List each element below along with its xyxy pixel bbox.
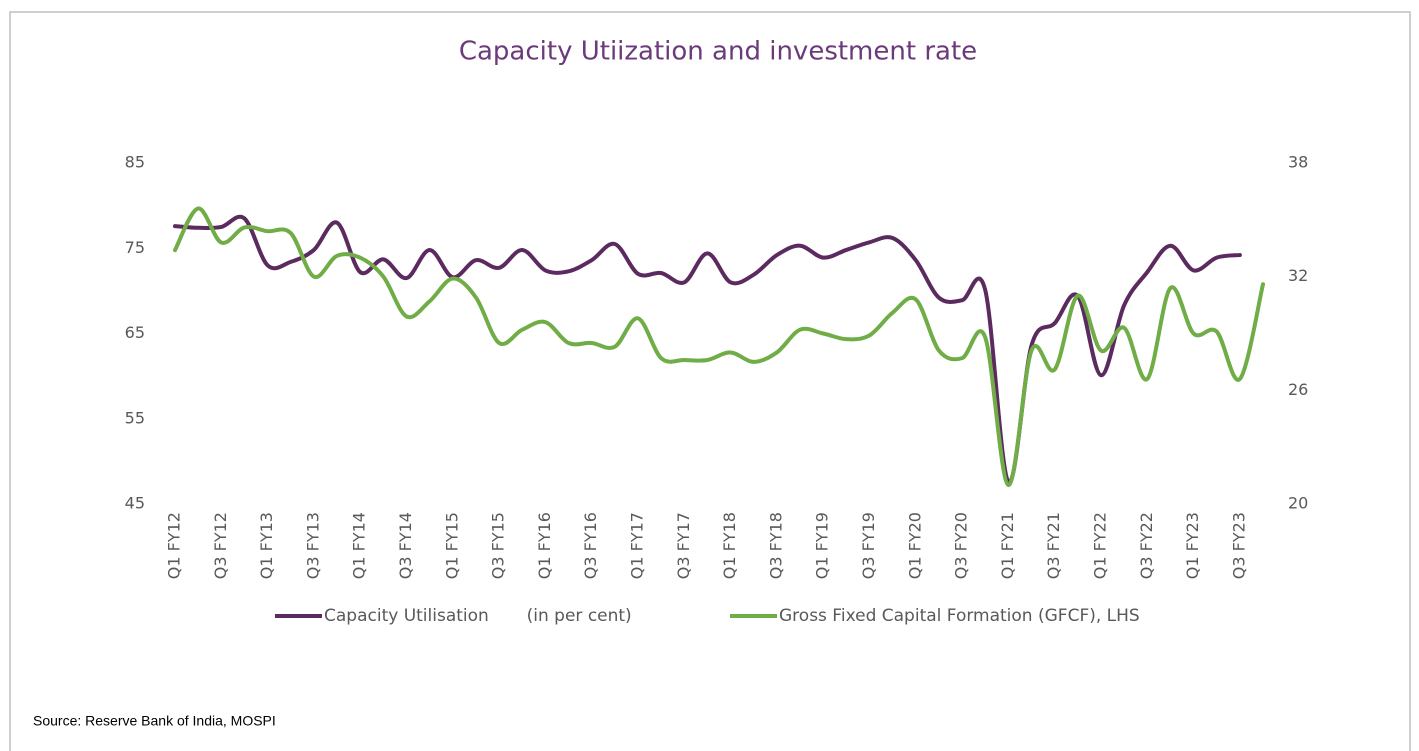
x-tick-label: Q1 FY18 bbox=[720, 512, 739, 579]
y2-tick-label: 32 bbox=[1288, 266, 1308, 285]
x-tick-label: Q1 FY14 bbox=[350, 512, 369, 579]
x-tick-label: Q3 FY17 bbox=[674, 512, 693, 579]
series-line bbox=[173, 206, 1265, 488]
legend-label: Capacity Utilisation (in per cent) bbox=[324, 606, 632, 626]
y-tick-label: 75 bbox=[125, 238, 145, 257]
x-tick-label: Q1 FY20 bbox=[905, 512, 924, 579]
series-line bbox=[173, 214, 1242, 484]
y2-tick-label: 38 bbox=[1288, 153, 1308, 172]
y-tick-label: 85 bbox=[125, 153, 145, 172]
x-tick-label: Q3 FY14 bbox=[396, 512, 415, 579]
x-tick-label: Q3 FY20 bbox=[952, 512, 971, 579]
x-tick-label: Q1 FY16 bbox=[535, 512, 554, 579]
x-tick-label: Q3 FY16 bbox=[581, 512, 600, 579]
source-note: Source: Reserve Bank of India, MOSPI bbox=[33, 713, 276, 729]
x-tick-label: Q1 FY21 bbox=[998, 512, 1017, 579]
chart-frame bbox=[9, 11, 1411, 751]
x-tick-label: Q1 FY23 bbox=[1183, 512, 1202, 579]
x-tick-label: Q1 FY19 bbox=[813, 512, 832, 579]
x-tick-label: Q1 FY12 bbox=[165, 512, 184, 579]
y-tick-label: 65 bbox=[125, 323, 145, 342]
x-tick-label: Q3 FY21 bbox=[1044, 512, 1063, 579]
x-tick-label: Q1 FY22 bbox=[1090, 512, 1109, 579]
x-tick-label: Q3 FY22 bbox=[1137, 512, 1156, 579]
x-tick-label: Q1 FY13 bbox=[257, 512, 276, 579]
x-tick-label: Q3 FY15 bbox=[489, 512, 508, 579]
x-tick-label: Q3 FY18 bbox=[766, 512, 785, 579]
x-tick-label: Q3 FY12 bbox=[211, 512, 230, 579]
chart-title: Capacity Utiization and investment rate bbox=[459, 37, 977, 67]
x-tick-label: Q3 FY19 bbox=[859, 512, 878, 579]
x-tick-label: Q3 FY13 bbox=[303, 512, 322, 579]
x-tick-label: Q3 FY23 bbox=[1229, 512, 1248, 579]
y-tick-label: 55 bbox=[125, 408, 145, 427]
x-tick-label: Q1 FY17 bbox=[627, 512, 646, 579]
y2-tick-label: 20 bbox=[1288, 494, 1308, 513]
y2-tick-label: 26 bbox=[1288, 380, 1308, 399]
legend-label: Gross Fixed Capital Formation (GFCF), LH… bbox=[779, 606, 1140, 626]
x-tick-label: Q1 FY15 bbox=[442, 512, 461, 579]
y-tick-label: 45 bbox=[125, 494, 145, 513]
